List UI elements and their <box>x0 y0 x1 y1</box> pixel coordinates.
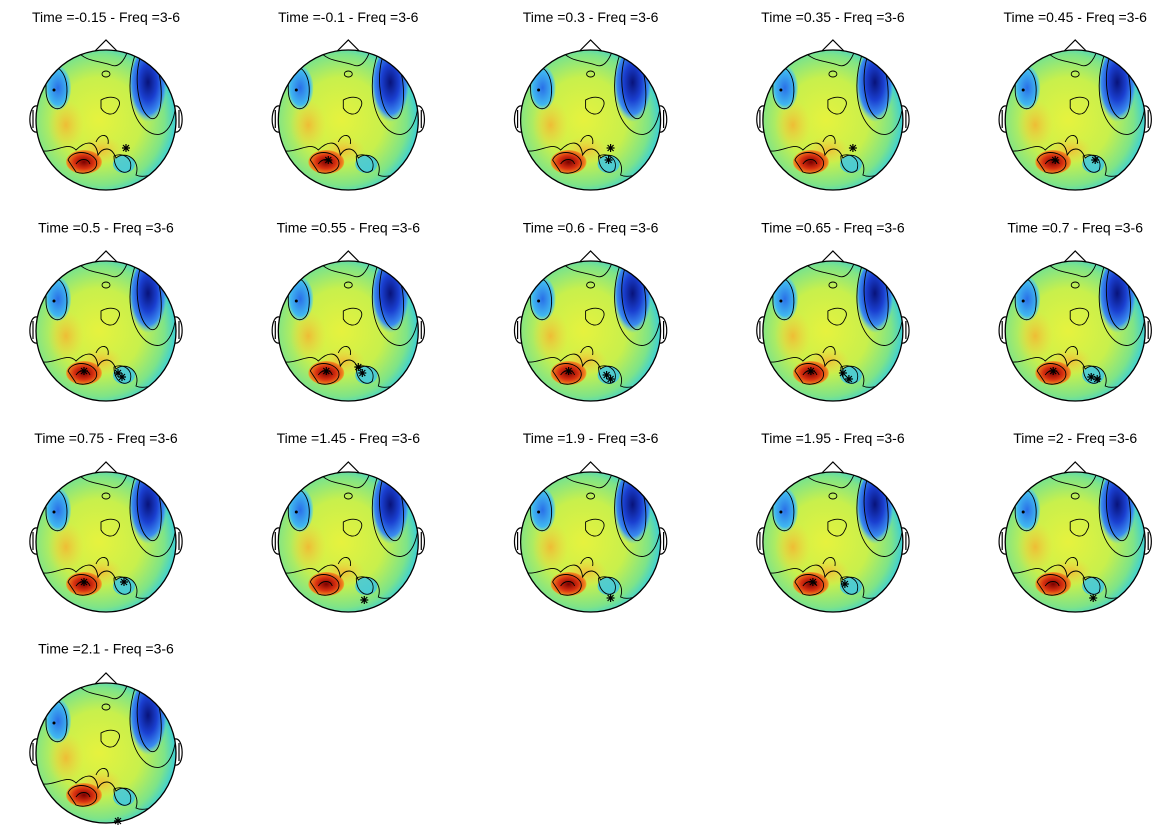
electrode-marker <box>848 144 857 152</box>
topoplot-panel: Time =-0.1 - Freq =3-6 <box>272 9 424 190</box>
panel-title: Time =0.75 - Freq =3-6 <box>34 430 178 446</box>
head-map <box>514 40 666 190</box>
panel-title: Time =-0.1 - Freq =3-6 <box>278 9 419 25</box>
electrode-marker <box>840 580 849 588</box>
head-map <box>272 462 424 612</box>
topoplot-panel: Time =2 - Freq =3-6 <box>999 430 1151 612</box>
head-map <box>30 462 182 612</box>
electrode-marker <box>1051 156 1060 164</box>
topoplot-panel: Time =0.5 - Freq =3-6 <box>30 220 182 402</box>
electrode-marker <box>122 144 130 152</box>
head-map <box>272 251 424 401</box>
electrode-marker <box>1087 373 1096 381</box>
electrode-marker <box>120 578 128 586</box>
topoplot-panel: Time =0.6 - Freq =3-6 <box>514 220 666 402</box>
topoplot-panel: Time =0.75 - Freq =3-6 <box>30 430 182 612</box>
electrode-marker <box>80 367 88 375</box>
panel-title: Time =0.45 - Freq =3-6 <box>1003 9 1147 25</box>
topoplot-panel: Time =0.55 - Freq =3-6 <box>272 220 424 402</box>
electrode-marker <box>838 369 847 377</box>
electrode-marker <box>606 375 615 383</box>
topoplot-panel: Time =0.7 - Freq =3-6 <box>999 220 1151 402</box>
electrode-marker <box>1093 375 1102 383</box>
electrode-marker <box>564 367 573 375</box>
panel-title: Time =1.45 - Freq =3-6 <box>277 430 421 446</box>
panel-title: Time =1.9 - Freq =3-6 <box>523 430 659 446</box>
head-map <box>757 251 909 401</box>
electrode-marker <box>1089 594 1098 602</box>
panel-title: Time =0.6 - Freq =3-6 <box>523 220 659 236</box>
electrode-marker <box>1049 367 1058 375</box>
topoplot-panel: Time =0.3 - Freq =3-6 <box>514 9 666 190</box>
head-map <box>272 40 424 190</box>
topoplot-panel: Time =0.45 - Freq =3-6 <box>999 9 1151 190</box>
electrode-marker <box>358 369 367 377</box>
head-map <box>999 462 1151 612</box>
head-map <box>757 40 909 190</box>
panel-title: Time =0.65 - Freq =3-6 <box>761 220 905 236</box>
electrode-marker <box>1091 156 1100 164</box>
topoplot-panel: Time =2.1 - Freq =3-6 <box>30 641 182 825</box>
electrode-marker <box>806 367 815 375</box>
electrode-marker <box>322 367 331 375</box>
electrode-marker <box>602 371 611 379</box>
electrode-marker <box>604 156 613 164</box>
panel-title: Time =-0.15 - Freq =3-6 <box>32 9 180 25</box>
panel-title: Time =2.1 - Freq =3-6 <box>38 641 174 657</box>
electrode-marker <box>114 817 122 825</box>
electrode-marker <box>80 578 88 586</box>
head-map <box>30 673 182 823</box>
head-map <box>514 251 666 401</box>
panel-title: Time =0.55 - Freq =3-6 <box>277 220 421 236</box>
topoplot-panel: Time =1.95 - Freq =3-6 <box>757 430 909 612</box>
topoplot-panel: Time =0.65 - Freq =3-6 <box>757 220 909 402</box>
panel-title: Time =1.95 - Freq =3-6 <box>761 430 905 446</box>
electrode-marker <box>808 578 817 586</box>
head-map <box>757 462 909 612</box>
electrode-marker <box>324 156 333 164</box>
panel-title: Time =0.5 - Freq =3-6 <box>38 220 174 236</box>
topoplot-panel: Time =1.45 - Freq =3-6 <box>272 430 424 612</box>
panel-title: Time =0.35 - Freq =3-6 <box>761 9 905 25</box>
electrode-marker <box>606 144 615 152</box>
electrode-marker <box>354 363 363 371</box>
panel-title: Time =2 - Freq =3-6 <box>1013 430 1137 446</box>
electrode-marker <box>118 373 126 381</box>
topoplot-panel: Time =1.9 - Freq =3-6 <box>514 430 666 612</box>
head-map <box>514 462 666 612</box>
electrode-marker <box>360 596 369 604</box>
panel-title: Time =0.3 - Freq =3-6 <box>523 9 659 25</box>
head-map <box>30 40 182 190</box>
head-map <box>999 40 1151 190</box>
head-map <box>30 251 182 401</box>
electrode-marker <box>114 369 122 377</box>
topoplot-panel: Time =-0.15 - Freq =3-6 <box>30 9 182 190</box>
head-map <box>999 251 1151 401</box>
electrode-marker <box>606 594 615 602</box>
topoplot-panel: Time =0.35 - Freq =3-6 <box>757 9 909 190</box>
electrode-marker <box>844 375 853 383</box>
panel-title: Time =0.7 - Freq =3-6 <box>1007 220 1143 236</box>
